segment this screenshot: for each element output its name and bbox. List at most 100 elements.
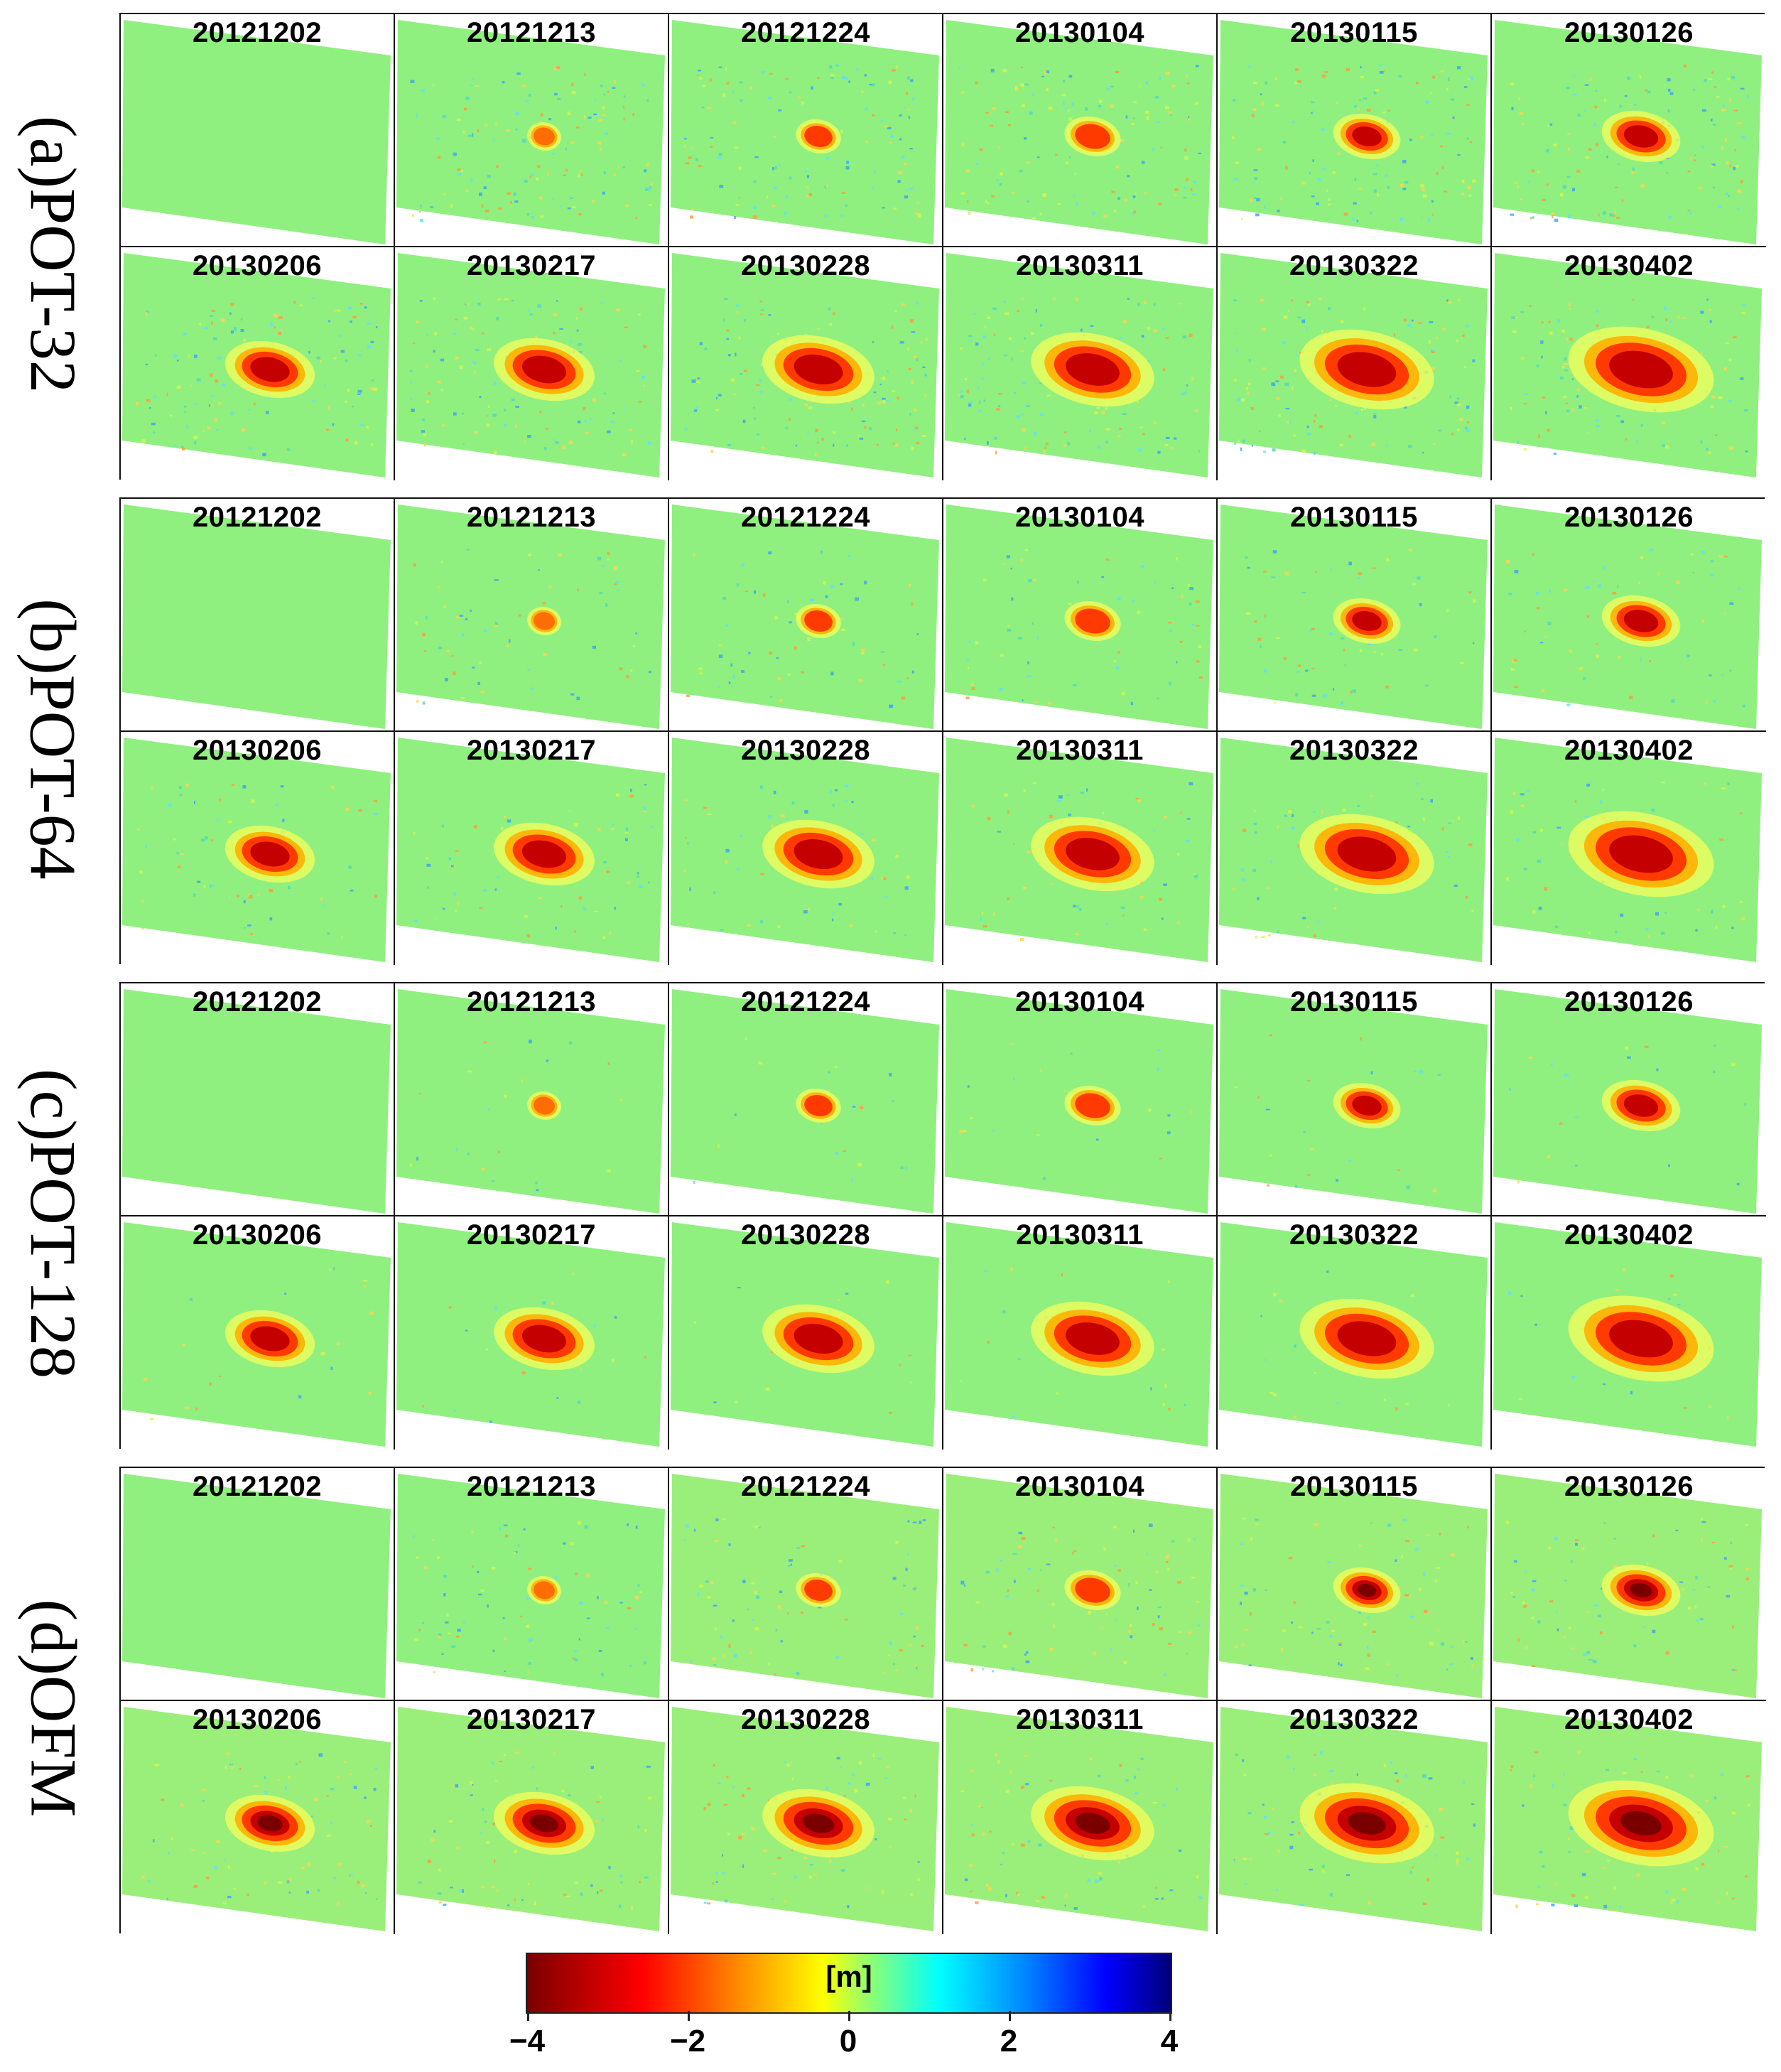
noise-speckle	[1020, 559, 1023, 561]
noise-speckle	[1373, 173, 1377, 176]
panel-date: 20130115	[1290, 502, 1418, 533]
noise-speckle	[248, 447, 253, 450]
noise-speckle	[906, 875, 910, 879]
noise-speckle	[958, 66, 961, 69]
noise-speckle	[1396, 1779, 1400, 1783]
noise-speckle	[1342, 809, 1346, 811]
noise-speckle	[1184, 1403, 1186, 1406]
panel-date: 20130228	[741, 735, 870, 766]
noise-speckle	[801, 1545, 805, 1548]
noise-speckle	[588, 117, 592, 119]
noise-speckle	[791, 1778, 794, 1781]
noise-speckle	[845, 204, 848, 207]
noise-speckle	[441, 1653, 444, 1655]
noise-speckle	[216, 819, 220, 821]
noise-speckle	[1289, 1833, 1294, 1836]
noise-speckle	[1291, 299, 1293, 302]
noise-speckle	[1554, 218, 1558, 222]
noise-speckle	[1458, 298, 1461, 302]
noise-speckle	[1110, 85, 1114, 87]
noise-speckle	[299, 304, 303, 307]
noise-speckle	[1416, 782, 1419, 785]
deformation-blob	[250, 357, 290, 382]
noise-speckle	[1319, 298, 1322, 301]
noise-speckle	[176, 360, 179, 362]
noise-speckle	[366, 1820, 371, 1823]
noise-speckle	[1284, 382, 1289, 386]
noise-speckle	[1027, 1568, 1032, 1570]
noise-speckle	[1103, 1547, 1106, 1550]
noise-speckle	[1448, 301, 1452, 304]
noise-speckle	[1071, 102, 1074, 107]
noise-speckle	[1146, 1553, 1148, 1555]
noise-speckle	[422, 701, 426, 705]
noise-speckle	[1022, 104, 1025, 107]
noise-speckle	[913, 355, 917, 359]
noise-speckle	[882, 377, 886, 380]
noise-speckle	[1233, 1857, 1238, 1859]
noise-speckle	[359, 424, 364, 426]
noise-speckle	[789, 621, 792, 624]
noise-speckle	[413, 342, 416, 345]
noise-speckle	[326, 1834, 331, 1837]
noise-speckle	[838, 1560, 843, 1563]
noise-speckle	[1728, 98, 1731, 102]
noise-speckle	[730, 378, 735, 382]
noise-speckle	[1413, 648, 1418, 652]
noise-speckle	[463, 107, 467, 111]
noise-speckle	[1596, 643, 1598, 645]
noise-speckle	[145, 363, 148, 365]
noise-speckle	[646, 163, 649, 166]
panel-date: 20121224	[741, 502, 870, 533]
noise-speckle	[1169, 629, 1172, 632]
noise-speckle	[460, 697, 465, 699]
noise-speckle	[1537, 1620, 1541, 1624]
noise-speckle	[639, 1881, 641, 1884]
displacement-panel: 20130115	[1218, 499, 1492, 732]
noise-speckle	[1510, 810, 1514, 814]
noise-speckle	[561, 446, 566, 449]
noise-speckle	[208, 404, 211, 407]
noise-speckle	[451, 654, 454, 657]
noise-speckle	[971, 687, 975, 690]
noise-speckle	[1331, 1629, 1336, 1632]
noise-speckle	[1264, 1833, 1269, 1835]
noise-speckle	[448, 857, 451, 860]
noise-speckle	[783, 212, 787, 215]
noise-speckle	[888, 1411, 892, 1414]
noise-speckle	[1319, 424, 1323, 428]
noise-speckle	[728, 681, 731, 684]
noise-speckle	[486, 415, 488, 417]
noise-speckle	[1550, 1063, 1553, 1066]
noise-speckle	[1584, 406, 1587, 409]
noise-speckle	[1162, 1349, 1166, 1351]
noise-speckle	[864, 426, 867, 429]
noise-speckle	[1119, 1764, 1122, 1767]
noise-speckle	[1198, 676, 1203, 679]
noise-speckle	[433, 1830, 436, 1833]
noise-speckle	[213, 337, 217, 340]
noise-speckle	[1731, 927, 1734, 929]
noise-speckle	[1566, 338, 1569, 341]
noise-speckle	[479, 907, 483, 910]
noise-speckle	[1701, 551, 1706, 554]
noise-speckle	[511, 399, 515, 401]
noise-speckle	[1024, 1754, 1028, 1757]
noise-speckle	[376, 326, 378, 328]
noise-speckle	[1177, 1581, 1181, 1584]
noise-speckle	[1562, 365, 1564, 368]
deformation-blob	[802, 1813, 835, 1833]
noise-speckle	[1039, 1569, 1041, 1571]
noise-speckle	[1311, 112, 1313, 114]
noise-speckle	[1122, 320, 1127, 323]
noise-speckle	[413, 1534, 415, 1538]
noise-speckle	[570, 1542, 574, 1545]
noise-speckle	[872, 114, 875, 117]
noise-speckle	[229, 1764, 234, 1766]
noise-speckle	[1236, 350, 1238, 354]
noise-speckle	[690, 1659, 693, 1663]
noise-speckle	[695, 406, 698, 410]
noise-speckle	[607, 430, 611, 433]
noise-speckle	[1701, 620, 1705, 623]
noise-speckle	[1140, 896, 1144, 899]
